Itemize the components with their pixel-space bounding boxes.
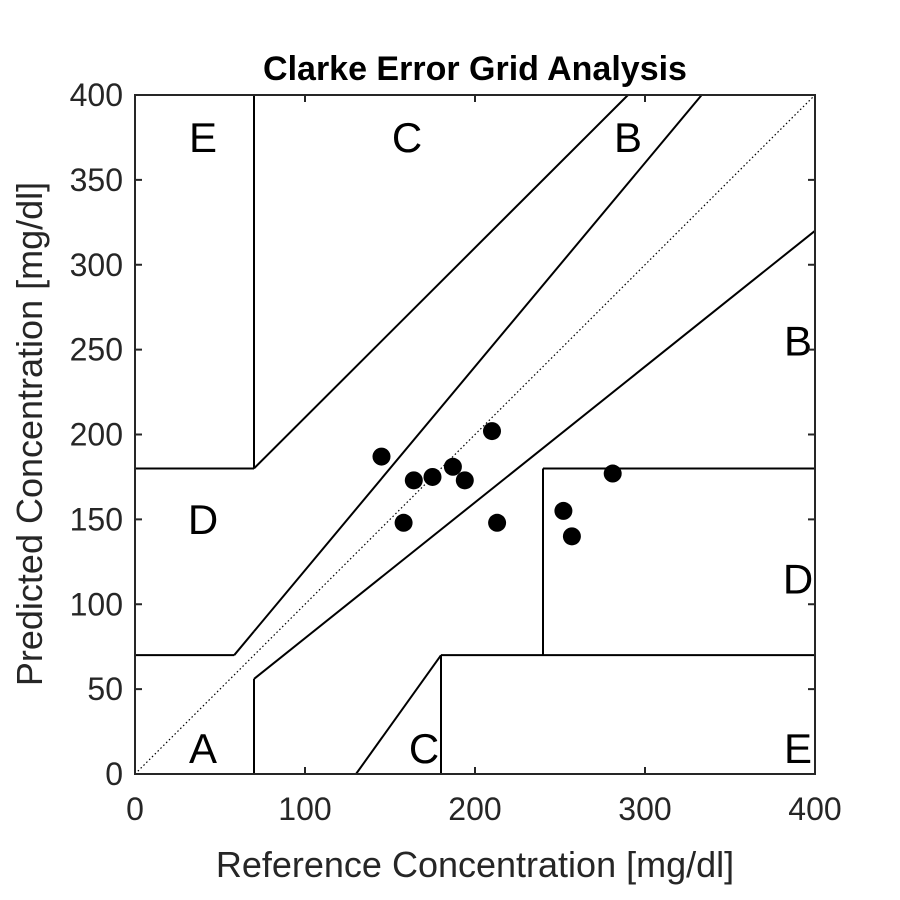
zone-label-d: D: [188, 496, 218, 543]
zone-label-d: D: [783, 555, 813, 602]
data-point: [443, 457, 462, 476]
data-point: [372, 447, 391, 466]
y-tick-label: 150: [70, 501, 123, 537]
zone-boundary-line: [253, 94, 703, 633]
zone-boundary-line: [233, 630, 255, 656]
y-axis-ticks: 0 50 100 150 200 250 300 350 400: [70, 77, 815, 792]
identity-line-group: [134, 94, 816, 775]
data-point: [404, 471, 423, 490]
y-tick-label: 250: [70, 332, 123, 368]
data-points: [372, 422, 622, 546]
y-tick-label: 0: [105, 756, 123, 792]
zone-label-e: E: [189, 114, 217, 161]
zone-label-b: B: [784, 318, 812, 365]
zone-boundary-line: [253, 230, 816, 680]
y-tick-label: 350: [70, 162, 123, 198]
data-point: [603, 464, 622, 483]
data-point: [423, 467, 442, 486]
x-tick-label: 200: [448, 791, 501, 827]
x-axis-label: Reference Concentration [mg/dl]: [216, 844, 734, 885]
y-axis-label: Predicted Concentration [mg/dl]: [9, 182, 50, 686]
data-point: [455, 471, 474, 490]
data-point: [554, 501, 573, 520]
y-tick-label: 400: [70, 77, 123, 113]
data-point: [562, 527, 581, 546]
x-tick-label: 100: [278, 791, 331, 827]
y-tick-label: 50: [87, 671, 123, 707]
zone-labels: E C B B D D A C E: [188, 114, 813, 772]
zone-label-c: C: [392, 114, 422, 161]
data-point: [483, 422, 501, 441]
x-tick-label: 400: [788, 791, 841, 827]
x-tick-label: 0: [126, 791, 144, 827]
zone-label-b: B: [614, 114, 642, 161]
zone-boundaries: [135, 94, 816, 775]
zone-boundary-line: [253, 94, 629, 470]
zone-boundary-line: [355, 654, 442, 775]
zone-label-c: C: [409, 725, 439, 772]
x-axis-ticks: 0 100 200 300 400: [126, 95, 842, 827]
data-point: [488, 513, 507, 532]
identity-line: [134, 94, 816, 775]
y-tick-label: 300: [70, 247, 123, 283]
zone-label-a: A: [189, 725, 217, 772]
y-tick-label: 100: [70, 586, 123, 622]
x-tick-label: 300: [618, 791, 671, 827]
y-tick-label: 200: [70, 417, 123, 453]
zone-label-e: E: [784, 725, 812, 772]
data-point: [394, 513, 413, 532]
chart-title: Clarke Error Grid Analysis: [263, 50, 687, 88]
